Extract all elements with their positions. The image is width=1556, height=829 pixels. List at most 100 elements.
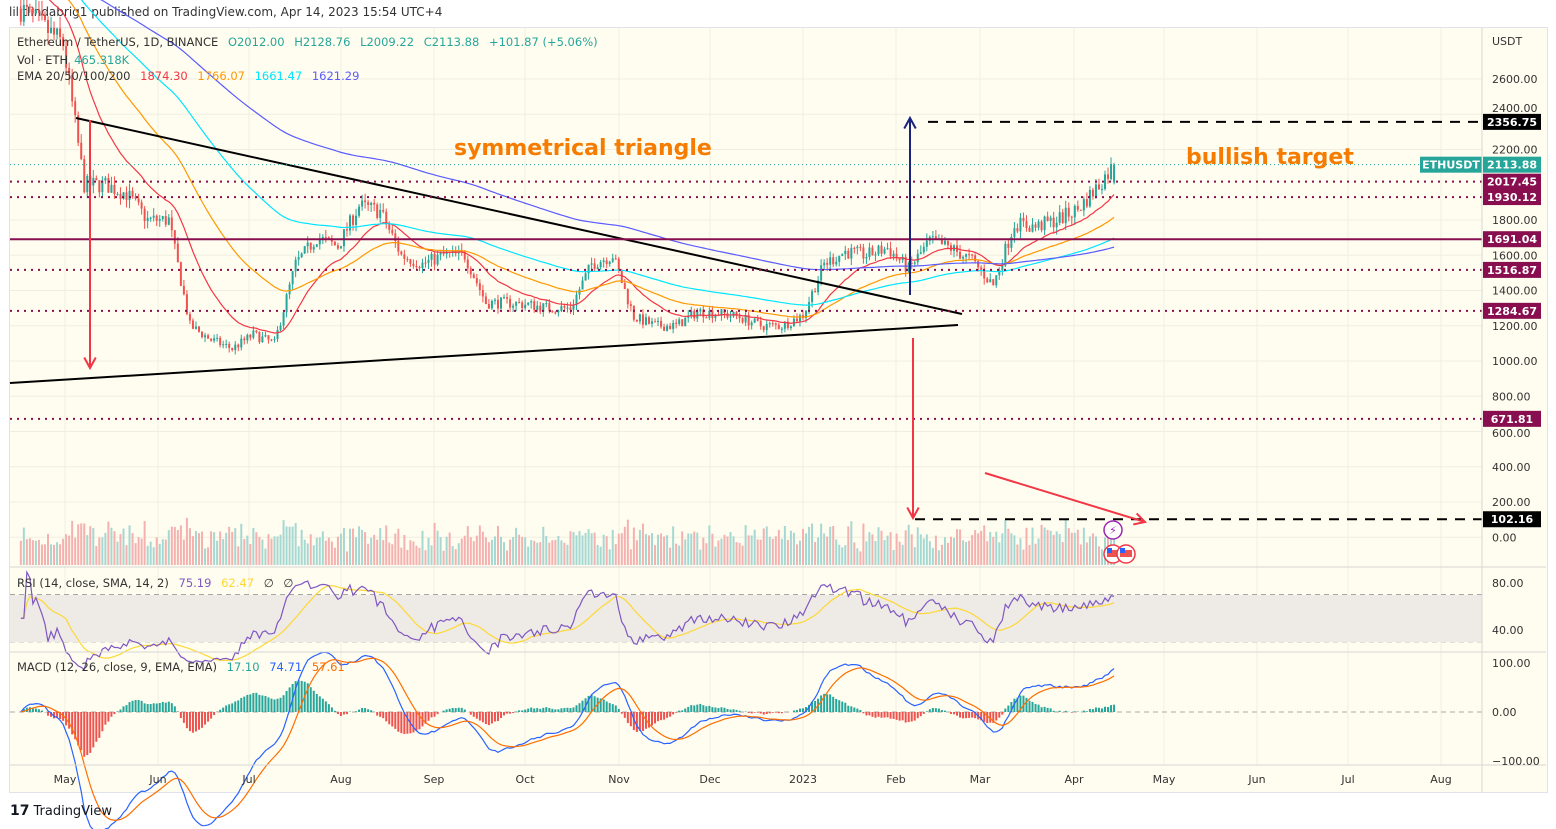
candle-body [798,315,801,322]
candle-body [654,321,657,323]
macd-histogram-bar [865,712,868,716]
macd-histogram-bar [928,709,931,712]
volume-bar [545,535,548,565]
volume-bar [732,536,735,565]
macd-histogram-bar [802,708,804,712]
volume-bar [693,531,696,565]
candle-body [1104,174,1106,190]
volume-bar [1040,524,1043,565]
volume-bar [62,538,65,565]
chart-frame[interactable] [9,27,1548,793]
macd-histogram-bar [895,712,898,720]
macd-histogram-bar [170,703,173,712]
volume-bar [1061,542,1064,565]
macd-histogram-bar [222,707,225,712]
macd-histogram-bar [427,712,430,721]
macd-histogram-bar [122,706,125,712]
macd-histogram-bar [31,708,34,712]
volume-bar [388,542,391,565]
price-axis-label: 1800.00 [1492,214,1538,227]
macd-histogram-bar [475,712,478,719]
volume-bar [198,533,200,565]
macd-histogram-bar [1088,708,1091,712]
tradingview-logo[interactable]: 𝟭𝟳 TradingView [10,803,112,819]
macd-histogram-bar [962,712,965,719]
candle-body [255,330,258,333]
volume-bar [119,534,122,565]
volume-bar [86,535,89,565]
candle-body [581,280,584,290]
volume-bar [318,537,321,565]
volume-bar [798,540,801,565]
level-price-label: 2017.45 [1487,176,1537,189]
triangle-upper-trendline[interactable] [75,117,963,315]
candle-body [1001,265,1004,271]
volume-bar [986,541,989,565]
volume-bar [37,539,40,565]
candle-body [744,314,747,323]
volume-bar [442,550,445,565]
candle-body [542,303,545,312]
volume-bar [288,526,291,565]
level-price-label: 1930.12 [1487,191,1537,204]
macd-histogram-bar [557,709,560,712]
macd-histogram-bar [605,701,608,712]
candle-body [487,303,490,309]
volume-bar [714,546,717,565]
macd-histogram-bar [684,708,687,712]
candle-body [134,196,137,199]
macd-histogram-bar [358,709,361,712]
target-annotation[interactable]: bullish target [1186,145,1354,170]
macd-histogram-bar [503,712,506,716]
candle-body [545,303,548,305]
macd-histogram-bar [255,692,258,712]
macd-histogram-bar [1007,705,1010,712]
candle-body [626,288,629,305]
macd-histogram-bar [376,712,379,716]
volume-bar [1034,543,1037,565]
triangle-annotation[interactable]: symmetrical triangle [454,136,712,161]
volume-bar [427,537,430,565]
macd-histogram-bar [276,698,279,712]
macd-histogram-bar [795,709,798,712]
volume-bar [678,545,681,565]
macd-histogram-bar [998,712,1001,718]
candle-body [765,324,768,331]
volume-bar [913,547,916,565]
macd-histogram-bar [345,712,348,715]
price-axis-label: 2200.00 [1492,144,1538,157]
macd-histogram-bar [460,707,463,712]
volume-bar [572,531,575,565]
volume-bar [675,543,678,565]
candle-body [500,297,502,309]
candle-body [210,338,213,341]
triangle-lower-trendline[interactable] [9,324,959,384]
level-price-label: 2356.75 [1487,116,1537,129]
candle-body [131,190,134,197]
candle-body [95,177,98,181]
macd-histogram-bar [883,712,886,718]
macd-histogram-bar [687,706,690,712]
volume-bar [563,542,566,565]
macd-histogram-bar [213,712,216,716]
macd-histogram-bar [243,696,246,712]
macd-histogram-bar [714,707,717,712]
macd-histogram-bar [602,699,605,712]
candle-body [59,28,62,38]
candle-body [40,12,43,16]
volume-bar [702,537,705,565]
volume-bar [59,544,62,565]
volume-bar [403,534,406,565]
candle-body [472,274,475,279]
lightning-event-icon[interactable] [1103,520,1123,540]
volume-bar [397,528,400,565]
macd-histogram-bar [490,712,493,724]
candle-body [43,15,46,21]
diagonal-down-arrow[interactable] [984,472,1146,523]
macd-histogram-bar [330,707,333,712]
volume-bar [859,551,862,565]
candle-body [965,254,968,257]
candle-body [651,321,653,324]
candle-body [883,249,886,254]
